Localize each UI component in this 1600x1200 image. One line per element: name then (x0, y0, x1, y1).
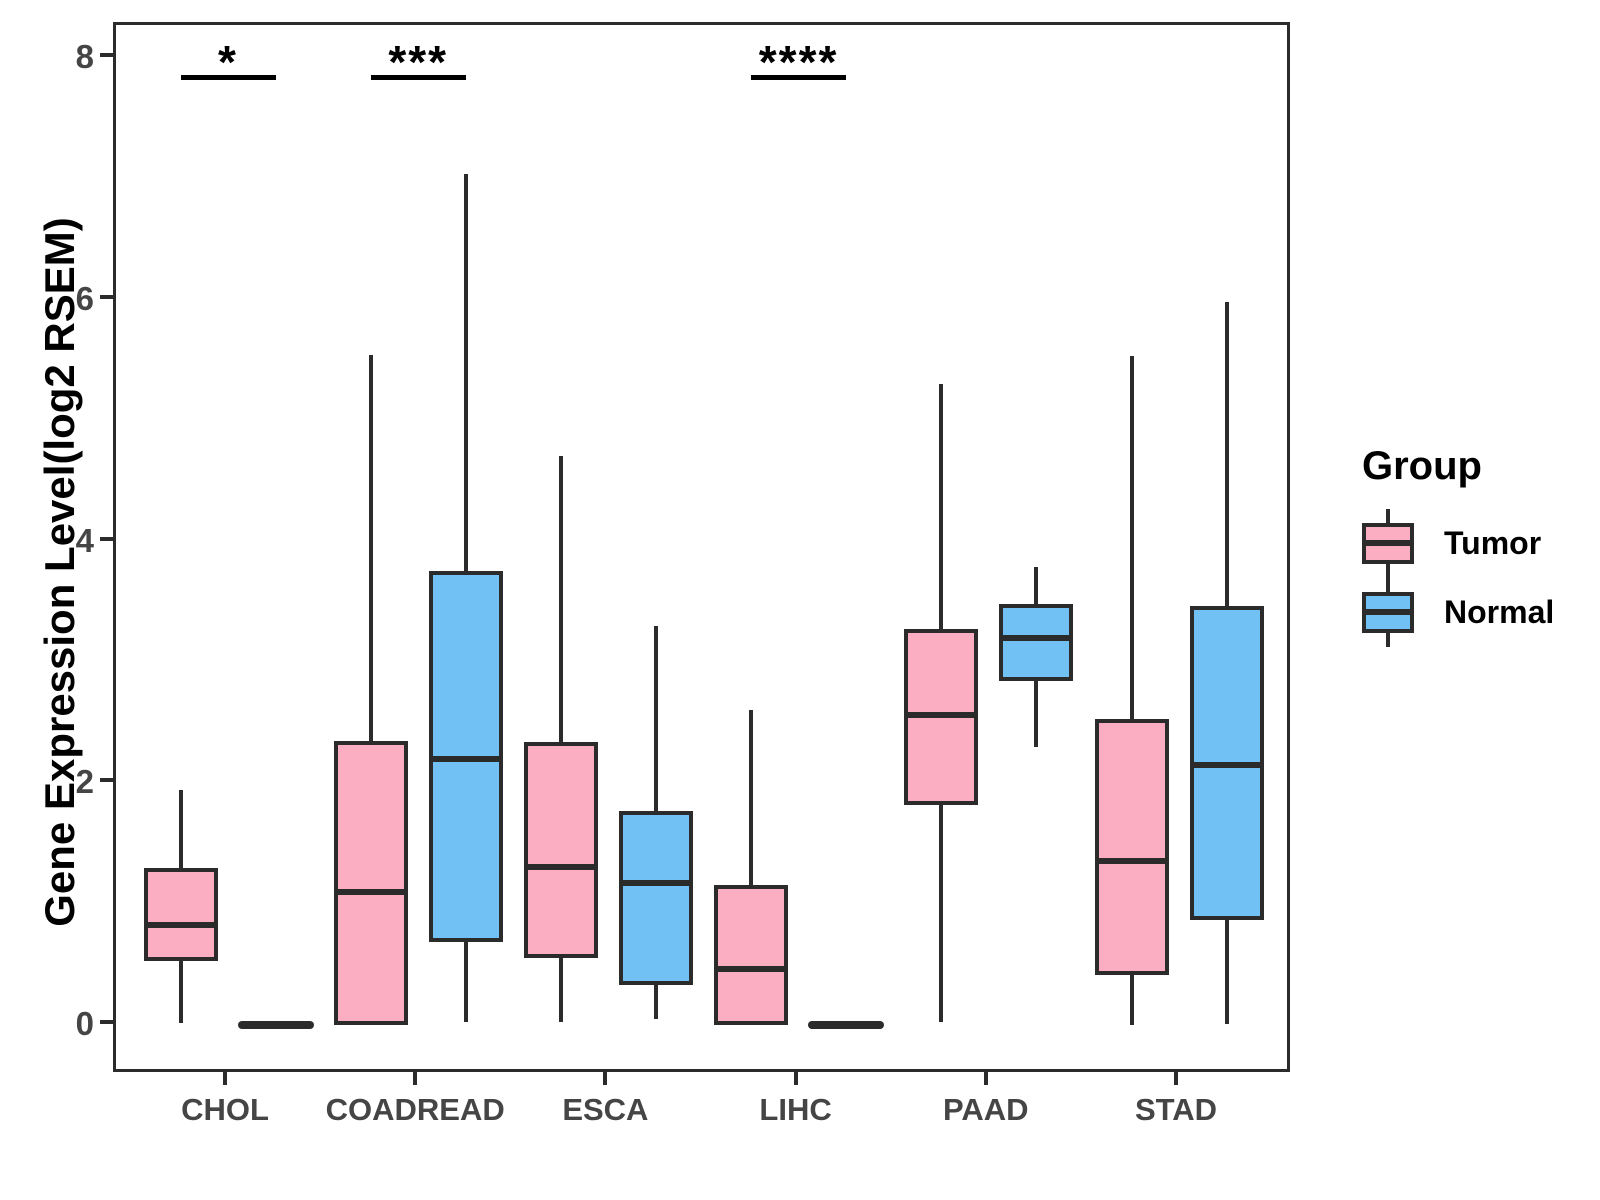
plot-panel: * *** **** (113, 22, 1290, 1072)
y-tick-label: 6 (75, 279, 94, 317)
box-esca-normal (618, 811, 693, 986)
legend: Group Tumor Normal (1362, 444, 1554, 647)
legend-glyph-median (1366, 540, 1410, 546)
x-tick-label: ESCA (562, 1092, 649, 1127)
whisker-lihc-tumor (749, 709, 754, 1026)
legend-items: Tumor Normal (1362, 509, 1554, 647)
significance-stars-lihc: **** (758, 36, 839, 88)
y-tick-mark (100, 778, 113, 783)
x-tick-label: CHOL (181, 1092, 269, 1127)
whisker-esca-tumor (558, 455, 563, 1022)
whisker-coadread-tumor (368, 355, 373, 1026)
y-tick-label: 8 (75, 37, 94, 75)
y-tick-mark (100, 52, 113, 57)
flat-box-lihc-normal (808, 1021, 885, 1030)
significance-stars-chol: * (218, 36, 238, 88)
significance-line-coadread (370, 75, 466, 80)
y-tick-mark (100, 1020, 113, 1025)
x-tick-mark (793, 1072, 798, 1085)
median-coadread-normal (432, 756, 499, 763)
median-stad-normal (1193, 762, 1260, 769)
x-tick-mark (1174, 1072, 1178, 1085)
median-coadread-tumor (337, 889, 404, 896)
flat-box-chol-normal (237, 1021, 314, 1030)
x-tick-label: COADREAD (325, 1092, 505, 1127)
median-esca-tumor (527, 863, 594, 870)
box-paad-normal (999, 604, 1074, 681)
legend-boxplot-glyph (1362, 578, 1414, 647)
box-coadread-normal (428, 570, 503, 942)
significance-stars-coadread: *** (388, 36, 449, 88)
legend-item-normal: Normal (1362, 578, 1554, 647)
significance-line-chol (180, 75, 276, 80)
x-tick-mark (413, 1072, 418, 1085)
median-chol-tumor (147, 922, 214, 928)
y-tick-mark (100, 536, 113, 541)
y-tick-mark (100, 294, 113, 299)
legend-glyph-median (1366, 609, 1410, 615)
x-tick-label: LIHC (759, 1092, 832, 1127)
box-chol-tumor (143, 868, 218, 962)
median-lihc-tumor (718, 965, 785, 972)
legend-boxplot-glyph (1362, 509, 1414, 578)
box-esca-tumor (523, 742, 598, 958)
y-tick-label: 4 (75, 521, 94, 559)
legend-item-tumor: Tumor (1362, 509, 1554, 578)
median-paad-normal (1003, 635, 1070, 642)
x-tick-label: PAAD (943, 1092, 1029, 1127)
y-tick-label: 0 (75, 1005, 94, 1043)
x-tick-label: STAD (1134, 1092, 1218, 1127)
box-stad-tumor (1094, 719, 1169, 975)
legend-label: Tumor (1444, 525, 1542, 561)
median-paad-tumor (908, 711, 975, 718)
x-tick-mark (603, 1072, 608, 1085)
legend-title: Group (1362, 444, 1482, 488)
x-tick-mark (983, 1072, 988, 1085)
y-tick-label: 2 (75, 763, 94, 801)
median-esca-normal (622, 879, 689, 886)
x-tick-mark (223, 1072, 227, 1085)
box-coadread-tumor (333, 741, 408, 1026)
box-lihc-tumor (714, 885, 789, 1026)
legend-label: Normal (1444, 594, 1555, 630)
whisker-stad-tumor (1129, 356, 1134, 1026)
significance-line-lihc (751, 75, 847, 80)
median-stad-tumor (1098, 857, 1165, 864)
